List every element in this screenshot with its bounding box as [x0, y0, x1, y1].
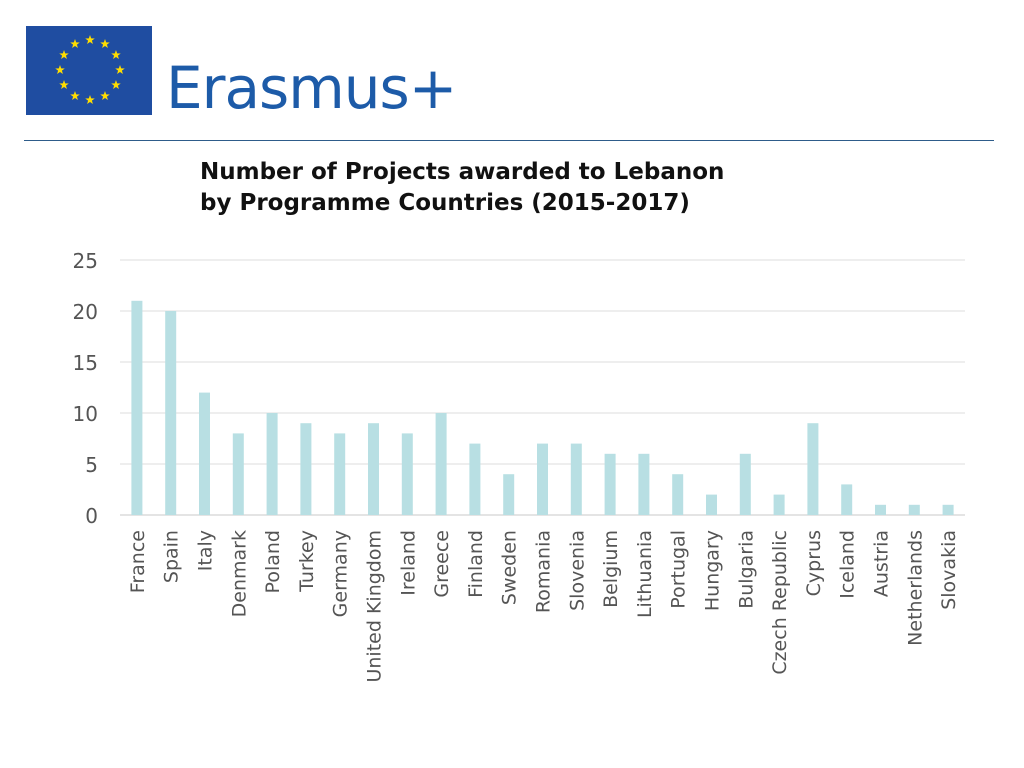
flag-star-icon	[85, 35, 95, 45]
x-tick-label: Ireland	[397, 530, 419, 596]
y-tick-label: 25	[73, 249, 98, 273]
bar	[942, 504, 954, 515]
eu-stars-icon	[55, 35, 125, 105]
bar	[435, 413, 447, 515]
header-divider	[24, 140, 994, 141]
y-tick-label: 5	[85, 453, 98, 477]
x-tick-label: Italy	[195, 530, 217, 571]
bar	[570, 443, 582, 515]
x-tick-label: Sweden	[499, 530, 521, 605]
x-tick-label: Belgium	[600, 530, 622, 608]
bar	[469, 443, 481, 515]
x-tick-label: Bulgaria	[735, 530, 757, 609]
bar	[739, 453, 751, 515]
bar	[165, 311, 177, 515]
bar	[604, 453, 616, 515]
bar	[638, 453, 650, 515]
x-tick-label: Poland	[262, 530, 284, 593]
bar	[875, 504, 886, 515]
y-tick-label: 10	[73, 402, 98, 426]
eu-flag-logo	[26, 26, 152, 115]
bar	[672, 474, 684, 515]
chart-title: Number of Projects awarded to Lebanon by…	[200, 157, 840, 219]
bar	[503, 474, 515, 515]
flag-star-icon	[111, 80, 121, 90]
flag-star-icon	[70, 39, 80, 49]
bar	[300, 423, 312, 515]
bar	[199, 392, 210, 515]
bar	[401, 433, 413, 515]
x-tick-label: Denmark	[228, 530, 250, 617]
x-tick-label: Greece	[431, 530, 453, 598]
chart-title-line-1: Number of Projects awarded to Lebanon	[200, 159, 725, 185]
bar	[368, 423, 379, 515]
x-tick-label: France	[127, 530, 149, 593]
flag-star-icon	[100, 90, 110, 101]
x-tick-label: Iceland	[837, 530, 859, 599]
x-tick-label: United Kingdom	[364, 530, 386, 683]
flag-star-icon	[55, 65, 65, 75]
bar	[841, 484, 853, 515]
bar	[232, 433, 244, 515]
x-tick-label: Germany	[330, 530, 352, 617]
x-tick-label: Austria	[871, 530, 893, 597]
flag-star-icon	[70, 90, 80, 101]
flag-star-icon	[100, 39, 110, 49]
flag-star-icon	[111, 50, 121, 60]
flag-star-icon	[115, 65, 125, 75]
bar	[266, 413, 278, 515]
bar	[706, 494, 717, 515]
x-tick-label: Portugal	[668, 530, 690, 609]
bar	[334, 433, 346, 515]
bar	[807, 423, 819, 515]
flag-star-icon	[85, 95, 95, 105]
y-tick-label: 15	[73, 351, 98, 375]
x-tick-label: Cyprus	[803, 530, 825, 596]
flag-star-icon	[59, 80, 69, 90]
x-tick-label: Lithuania	[634, 530, 656, 618]
y-tick-label: 20	[73, 300, 98, 324]
x-tick-label: Czech Republic	[769, 530, 791, 675]
y-tick-label: 0	[85, 504, 98, 528]
erasmus-logo-text: Erasmus+	[166, 54, 457, 122]
x-tick-label: Finland	[465, 530, 487, 598]
flag-star-icon	[59, 50, 69, 60]
chart-title-line-2: by Programme Countries (2015-2017)	[200, 190, 690, 216]
x-tick-label: Slovenia	[566, 530, 588, 611]
bar	[773, 494, 785, 515]
x-tick-label: Turkey	[296, 530, 318, 593]
x-tick-label: Slovakia	[938, 530, 960, 610]
bar	[131, 300, 143, 515]
bar	[908, 504, 920, 515]
bar	[537, 443, 548, 515]
x-tick-label: Spain	[161, 530, 183, 583]
x-tick-label: Netherlands	[904, 530, 926, 646]
x-tick-label: Hungary	[702, 530, 724, 611]
x-tick-label: Romania	[533, 530, 555, 613]
